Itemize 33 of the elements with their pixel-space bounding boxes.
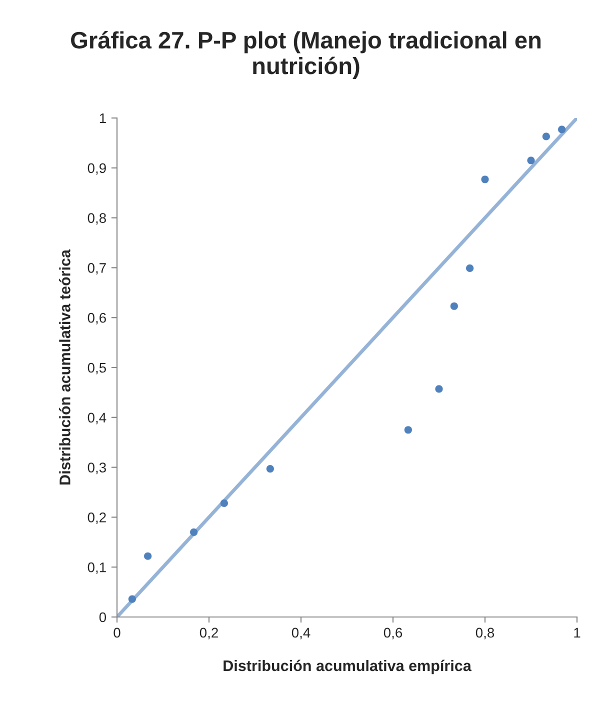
point — [466, 264, 474, 272]
y-tick-label: 0,9 — [88, 163, 106, 175]
y-axis-title: Distribución acumulativa teórica — [59, 249, 70, 484]
point — [527, 156, 535, 164]
point — [128, 595, 136, 603]
point — [435, 385, 443, 393]
y-tick-label: 0,8 — [88, 213, 106, 225]
y-tick-label: 0,1 — [88, 562, 106, 574]
point — [542, 132, 550, 140]
point — [450, 302, 458, 310]
x-tick-label: 0 — [114, 628, 120, 638]
x-axis-title: Distribución acumulativa empírica — [224, 660, 472, 674]
y-tick-label: 0,7 — [88, 263, 106, 275]
x-tick-label: 0,6 — [384, 628, 402, 640]
x-tick-label: 1 — [574, 628, 580, 638]
y-tick-label: 1 — [100, 113, 106, 124]
x-tick-label: 0,2 — [200, 628, 218, 640]
y-tick-label: 0 — [99, 612, 106, 622]
point — [404, 426, 412, 434]
point — [220, 499, 228, 508]
point — [266, 464, 274, 473]
point — [481, 176, 489, 184]
chart-title: Gráfica 27. P-P plot (Manejo tradicional en nutrición) — [71, 31, 541, 79]
point — [190, 528, 198, 536]
y-tick-label: 0,3 — [88, 462, 106, 474]
y-tick-label: 0,2 — [88, 512, 106, 524]
point — [144, 552, 152, 560]
x-tick-label: 0,8 — [476, 628, 494, 640]
point — [558, 126, 566, 134]
x-tick-label: 0,4 — [292, 628, 310, 640]
y-tick-label: 0,6 — [88, 312, 106, 324]
y-tick-label: 0,5 — [88, 362, 106, 374]
y-tick-label: 0,4 — [88, 412, 106, 424]
